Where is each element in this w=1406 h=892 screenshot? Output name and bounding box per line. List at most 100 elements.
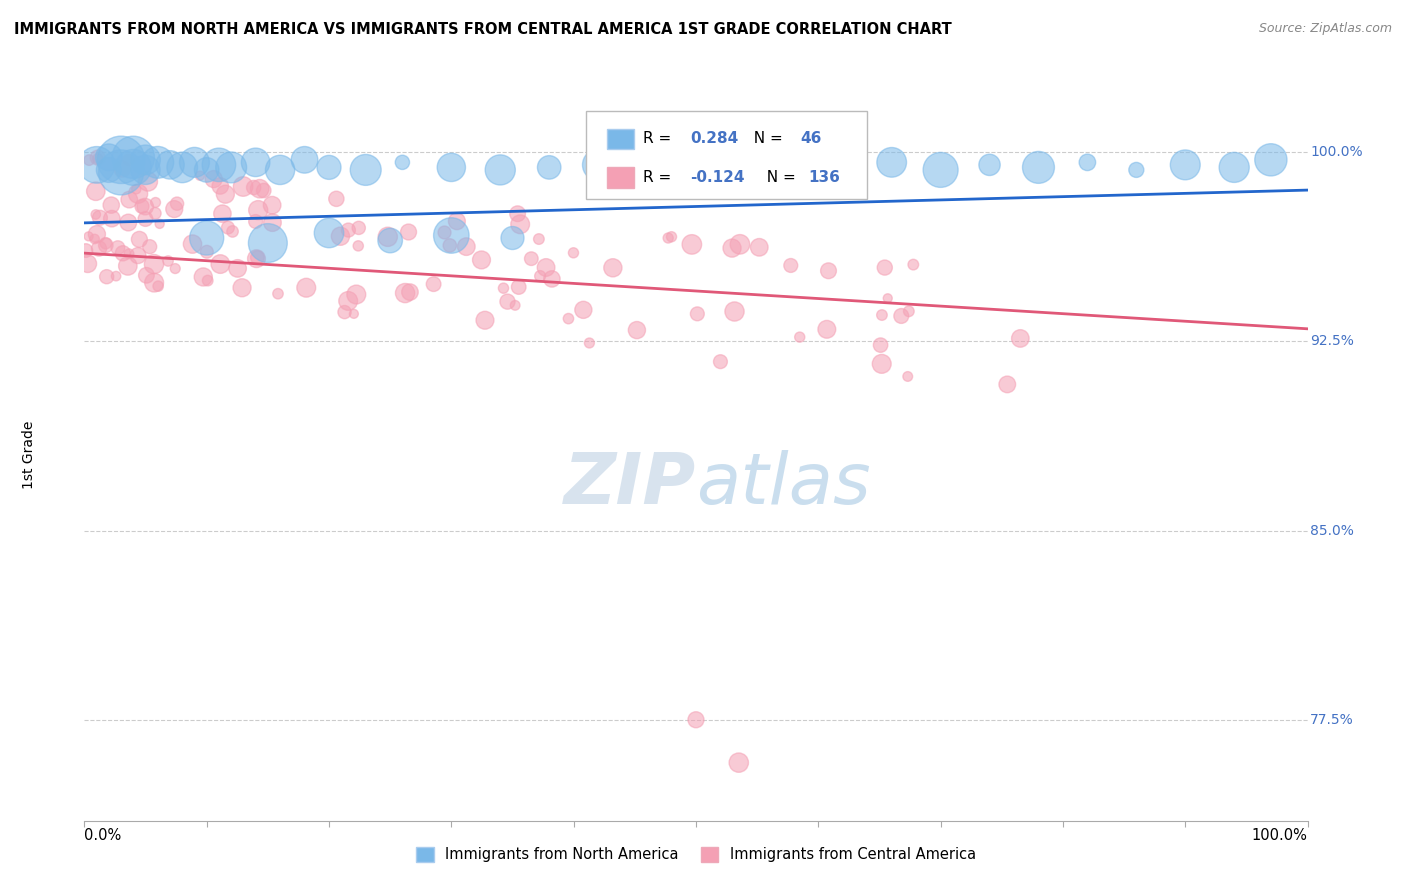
Text: 85.0%: 85.0% (1310, 524, 1354, 538)
Point (343, 307, 366, 321)
Point (890, 309, 912, 323)
Point (509, 217, 531, 231)
Point (446, 214, 468, 228)
Point (541, 272, 564, 286)
Point (100, 198, 122, 212)
Point (122, 161, 145, 175)
Point (127, 186, 149, 201)
Point (111, 161, 134, 176)
Point (380, 234, 402, 248)
Point (76, 257, 98, 271)
Point (96, 269, 118, 284)
Point (727, 756, 749, 770)
Point (318, 226, 340, 240)
Text: 77.5%: 77.5% (1310, 713, 1354, 727)
Point (439, 238, 461, 252)
Point (399, 285, 422, 299)
Point (538, 161, 561, 175)
Text: Source: ZipAtlas.com: Source: ZipAtlas.com (1258, 22, 1392, 36)
Point (295, 281, 318, 295)
Point (232, 179, 254, 194)
Point (685, 161, 707, 175)
Point (1125, 162, 1147, 177)
Text: IMMIGRANTS FROM NORTH AMERICA VS IMMIGRANTS FROM CENTRAL AMERICA 1ST GRADE CORRE: IMMIGRANTS FROM NORTH AMERICA VS IMMIGRA… (14, 22, 952, 37)
Text: 100.0%: 100.0% (1310, 145, 1362, 160)
Point (686, 307, 709, 321)
Point (489, 162, 512, 177)
Point (246, 251, 269, 265)
Point (117, 153, 139, 167)
Bar (606, 168, 634, 188)
Point (134, 200, 156, 214)
Point (474, 313, 496, 327)
Point (135, 153, 157, 167)
Text: 1st Grade: 1st Grade (22, 421, 37, 489)
Point (181, 237, 204, 252)
Point (657, 231, 679, 245)
Text: ZIP: ZIP (564, 450, 696, 518)
Point (193, 269, 215, 284)
Point (636, 162, 658, 177)
Point (211, 207, 233, 221)
Point (873, 260, 896, 275)
Point (231, 281, 253, 295)
Text: atlas: atlas (696, 450, 870, 518)
Point (77, 153, 100, 167)
Point (333, 305, 356, 319)
Point (195, 231, 218, 245)
Point (75, 244, 97, 258)
Point (294, 153, 316, 167)
Point (1076, 155, 1098, 169)
Point (84, 207, 107, 221)
Point (242, 180, 264, 194)
Point (870, 308, 893, 322)
Point (217, 220, 239, 235)
Point (262, 198, 284, 212)
Text: 92.5%: 92.5% (1310, 334, 1354, 349)
Point (209, 257, 232, 271)
Point (870, 357, 893, 371)
Point (86, 158, 108, 172)
Point (105, 269, 128, 284)
Text: 0.0%: 0.0% (84, 828, 121, 843)
Point (221, 224, 243, 238)
Point (143, 206, 166, 220)
Point (337, 293, 360, 308)
Point (110, 153, 132, 167)
Point (253, 184, 276, 198)
Point (748, 240, 770, 254)
Point (783, 162, 806, 177)
Point (602, 260, 624, 275)
Point (995, 377, 1018, 392)
Point (136, 175, 159, 189)
Point (183, 155, 205, 169)
Point (1028, 161, 1050, 175)
Point (734, 158, 756, 172)
Text: 46: 46 (800, 131, 821, 145)
Point (195, 162, 218, 177)
Point (87, 152, 110, 166)
Point (354, 162, 377, 177)
Point (329, 229, 352, 244)
Point (202, 172, 225, 186)
Point (815, 322, 838, 336)
Point (122, 150, 145, 164)
Point (685, 713, 707, 727)
Point (520, 252, 543, 266)
Point (880, 155, 903, 169)
Point (562, 245, 585, 260)
Point (557, 311, 579, 326)
Point (97, 150, 120, 164)
Point (135, 268, 157, 283)
Point (94, 236, 117, 251)
Point (135, 162, 157, 177)
Point (97, 162, 120, 177)
Point (398, 225, 420, 239)
Point (214, 187, 236, 202)
Point (709, 354, 731, 368)
Point (422, 277, 444, 292)
Point (245, 155, 267, 169)
Point (496, 294, 519, 309)
Point (117, 259, 139, 273)
Point (163, 202, 186, 216)
